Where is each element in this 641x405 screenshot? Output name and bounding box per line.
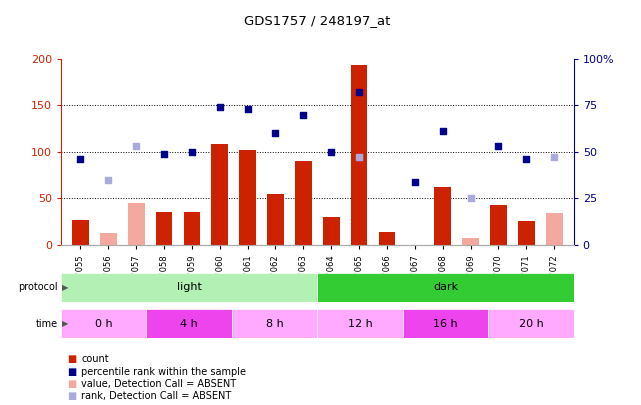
- Point: [271, 130, 281, 136]
- Text: 12 h: 12 h: [347, 319, 372, 328]
- Bar: [490, 205, 507, 245]
- Text: percentile rank within the sample: percentile rank within the sample: [81, 367, 246, 377]
- Point: [521, 156, 531, 162]
- Bar: [72, 220, 88, 245]
- Point: [75, 156, 85, 162]
- Bar: [156, 212, 172, 245]
- Text: value, Detection Call = ABSENT: value, Detection Call = ABSENT: [81, 379, 237, 389]
- Text: ▶: ▶: [62, 319, 69, 328]
- Bar: [232, 309, 317, 338]
- Bar: [128, 203, 144, 245]
- Bar: [61, 309, 146, 338]
- Text: 0 h: 0 h: [95, 319, 112, 328]
- Bar: [462, 238, 479, 245]
- Bar: [323, 217, 340, 245]
- Text: dark: dark: [433, 282, 458, 292]
- Point: [410, 179, 420, 185]
- Bar: [317, 273, 574, 302]
- Point: [298, 111, 308, 118]
- Point: [326, 149, 337, 155]
- Text: rank, Detection Call = ABSENT: rank, Detection Call = ABSENT: [81, 391, 231, 401]
- Bar: [317, 309, 403, 338]
- Text: light: light: [177, 282, 201, 292]
- Bar: [546, 213, 563, 245]
- Point: [242, 106, 253, 112]
- Text: ■: ■: [67, 379, 76, 389]
- Text: 20 h: 20 h: [519, 319, 544, 328]
- Point: [354, 154, 364, 161]
- Text: count: count: [81, 354, 109, 364]
- Point: [187, 149, 197, 155]
- Bar: [212, 145, 228, 245]
- Point: [159, 151, 169, 157]
- Bar: [403, 309, 488, 338]
- Bar: [267, 194, 284, 245]
- Point: [354, 89, 364, 96]
- Text: 4 h: 4 h: [180, 319, 198, 328]
- Bar: [100, 233, 117, 245]
- Point: [438, 128, 448, 134]
- Text: GDS1757 / 248197_at: GDS1757 / 248197_at: [244, 14, 390, 27]
- Text: 8 h: 8 h: [265, 319, 283, 328]
- Bar: [239, 150, 256, 245]
- Text: ▶: ▶: [62, 283, 69, 292]
- Point: [131, 143, 141, 149]
- Text: protocol: protocol: [18, 282, 58, 292]
- Point: [549, 154, 560, 161]
- Bar: [351, 65, 367, 245]
- Point: [215, 104, 225, 111]
- Bar: [183, 212, 200, 245]
- Bar: [488, 309, 574, 338]
- Text: ■: ■: [67, 354, 76, 364]
- Text: ■: ■: [67, 367, 76, 377]
- Bar: [379, 232, 395, 245]
- Point: [465, 195, 476, 202]
- Point: [494, 143, 504, 149]
- Bar: [518, 221, 535, 245]
- Point: [103, 177, 113, 183]
- Text: 16 h: 16 h: [433, 319, 458, 328]
- Bar: [295, 161, 312, 245]
- Text: time: time: [35, 319, 58, 328]
- Bar: [61, 273, 317, 302]
- Bar: [146, 309, 232, 338]
- Bar: [435, 187, 451, 245]
- Text: ■: ■: [67, 391, 76, 401]
